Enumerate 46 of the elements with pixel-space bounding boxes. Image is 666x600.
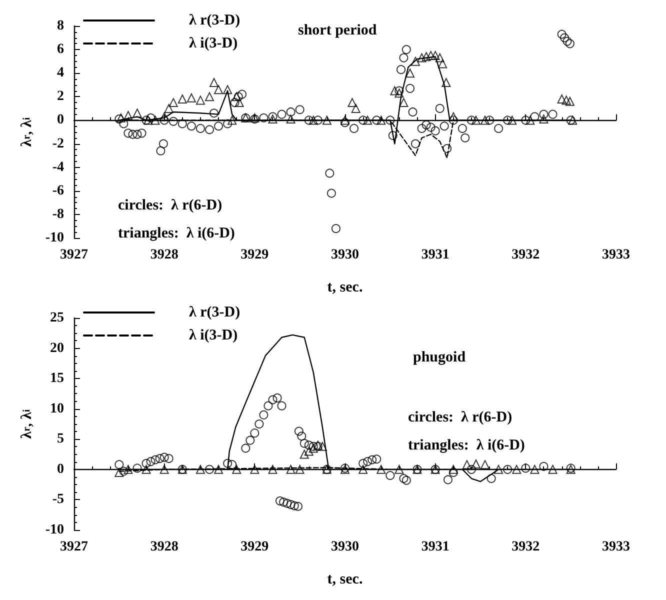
annotation: circles: λ r(6-D) <box>118 198 222 214</box>
x-tick-label: 3927 <box>60 248 88 262</box>
x-tick-label: 3928 <box>150 540 178 554</box>
legend-label: λ r(3-D) <box>189 12 240 28</box>
y-tick-label: 5 <box>57 432 64 447</box>
y-tick-label: 10 <box>50 401 64 416</box>
y-tick-label: -5 <box>52 492 64 508</box>
y-tick-label: -8 <box>52 206 64 222</box>
y-tick-label: -6 <box>52 183 64 198</box>
x-tick-label: 3933 <box>602 540 630 554</box>
legend-label: λ r(3-D) <box>189 304 240 320</box>
x-tick-label: 3931 <box>421 248 450 262</box>
y-tick-label: 0 <box>57 112 64 128</box>
x-tick-label: 3930 <box>331 540 359 554</box>
y-tick-label: -4 <box>52 160 64 175</box>
y-axis-title: λr, λi <box>18 409 35 439</box>
y-tick-label: 8 <box>57 18 64 34</box>
y-tick-label: 6 <box>57 42 64 58</box>
x-tick-label: 3927 <box>60 540 88 554</box>
y-tick-label: -10 <box>45 230 64 246</box>
x-tick-label: 3932 <box>512 540 540 554</box>
x-tick-label: 3932 <box>512 248 540 262</box>
legend-label: λ i(3-D) <box>189 328 238 344</box>
y-tick-label: 4 <box>57 66 64 81</box>
annotation: circles: λ r(6-D) <box>408 410 512 426</box>
annotation: triangles: λ i(6-D) <box>408 438 525 454</box>
chart-title: short period <box>298 22 378 38</box>
x-tick-label: 3930 <box>331 248 359 262</box>
y-tick-label: 20 <box>50 340 64 356</box>
text: phugoid <box>413 350 466 366</box>
x-tick-label: 3931 <box>421 540 450 554</box>
y-tick-label: 15 <box>50 371 64 386</box>
legend-label: λ i(3-D) <box>189 36 238 52</box>
y-tick-label: 25 <box>50 310 64 326</box>
y-axis-title: λr, λi <box>18 117 35 147</box>
y-tick-label: 2 <box>57 89 64 104</box>
x-axis-title: t, sec. <box>327 572 363 588</box>
x-tick-label: 3933 <box>602 248 630 262</box>
x-tick-label: 3929 <box>240 540 269 554</box>
y-tick-label: -10 <box>45 522 64 538</box>
y-tick-label: -2 <box>52 136 64 152</box>
y-tick-label: 0 <box>57 462 64 477</box>
x-tick-label: 3928 <box>150 248 178 262</box>
x-axis-title: t, sec. <box>327 280 363 296</box>
annotation: triangles: λ i(6-D) <box>118 226 235 242</box>
x-tick-label: 3929 <box>240 248 269 262</box>
